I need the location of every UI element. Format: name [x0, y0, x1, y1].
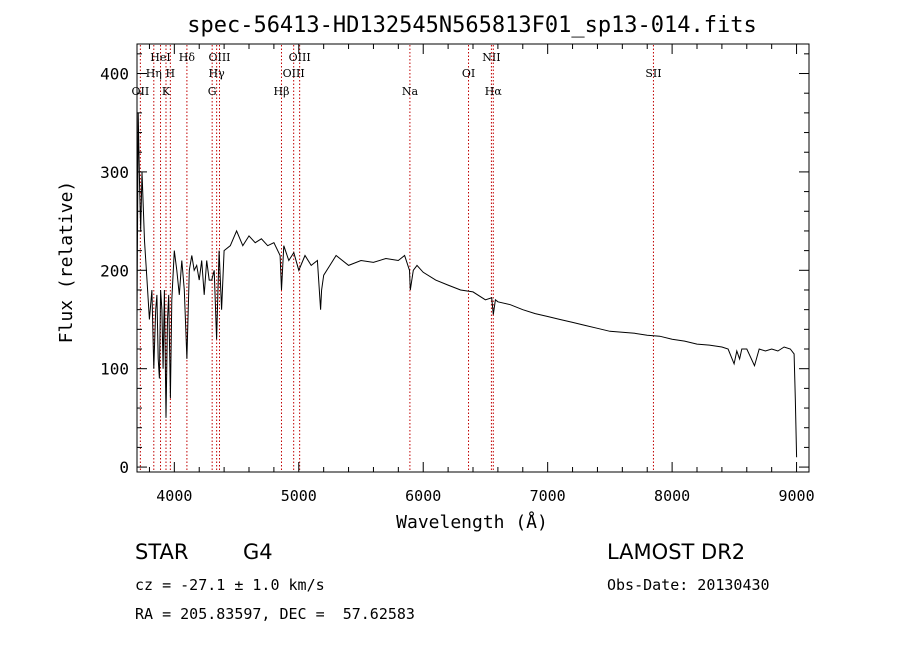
x-tick-label-3: 7000: [530, 487, 566, 505]
marker-label-16: SII: [645, 67, 661, 80]
marker-label-6: OIII: [208, 51, 230, 64]
axis-ticks: 4000 5000 6000 7000 8000 9000 0 100 200 300 400: [100, 44, 815, 505]
emission-line-markers: OII HeI Hη HK Hδ OIII Hγ G Hβ OIII OIII Na OI NII Hα SI…: [132, 45, 662, 471]
object-subclass: G4: [243, 540, 273, 564]
marker-label-4: K: [162, 85, 171, 98]
x-tick-label-1: 5000: [281, 487, 317, 505]
marker-label-14: NII: [482, 51, 500, 64]
y-tick-label-1: 100: [100, 360, 129, 379]
marker-label-3: H: [166, 67, 176, 80]
redshift-cz: cz = -27.1 ± 1.0 km/s: [135, 576, 325, 594]
x-tick-label-2: 6000: [405, 487, 441, 505]
y-tick-label-2: 200: [100, 261, 129, 280]
marker-label-11: OIII: [289, 51, 311, 64]
marker-label-9: Hβ: [274, 85, 290, 98]
object-class: STAR: [135, 540, 189, 564]
y-axis-label: Flux (relative): [56, 181, 77, 344]
y-tick-label-4: 400: [100, 65, 129, 84]
y-tick-label-0: 0: [119, 458, 129, 477]
marker-label-13: OI: [462, 67, 475, 80]
marker-label-0: OII: [132, 85, 150, 98]
x-tick-label-0: 4000: [156, 487, 192, 505]
marker-label-12: Na: [402, 85, 419, 98]
marker-label-5: Hδ: [179, 51, 196, 64]
plot-frame: [136, 43, 810, 473]
marker-label-2: Hη: [146, 67, 162, 80]
survey-name: LAMOST DR2: [607, 540, 746, 564]
marker-label-10: OIII: [283, 67, 305, 80]
marker-label-1: HeI: [150, 51, 170, 64]
x-axis-label: Wavelength (Å): [396, 511, 548, 533]
ra-dec: RA = 205.83597, DEC = 57.62583: [135, 605, 415, 623]
marker-label-7: Hγ: [209, 67, 226, 80]
y-tick-label-3: 300: [100, 163, 129, 182]
marker-label-8: G: [208, 85, 217, 98]
obs-date: Obs-Date: 20130430: [607, 576, 770, 594]
chart-title: spec-56413-HD132545N565813F01_sp13-014.f…: [187, 13, 757, 38]
x-tick-label-4: 8000: [654, 487, 690, 505]
marker-label-15: Hα: [485, 85, 503, 98]
spectrum-line: [136, 112, 798, 458]
x-tick-label-5: 9000: [778, 487, 814, 505]
